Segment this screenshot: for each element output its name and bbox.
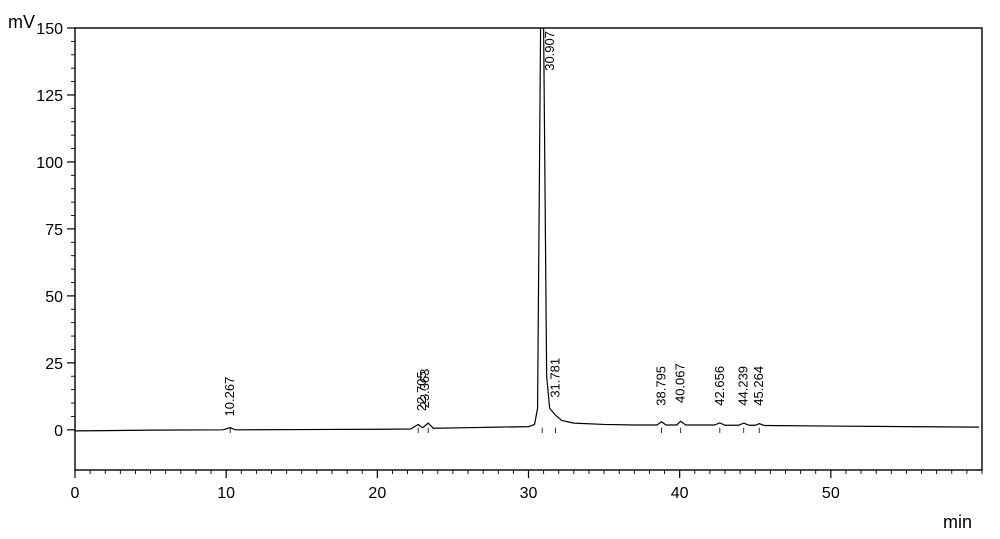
svg-text:40.067: 40.067 [673,363,688,403]
svg-text:0: 0 [71,485,80,502]
svg-text:45.264: 45.264 [751,366,766,406]
svg-text:20: 20 [368,485,386,502]
svg-text:31.781: 31.781 [547,358,562,398]
svg-text:10.267: 10.267 [222,377,237,417]
svg-text:25: 25 [45,356,63,373]
chart-svg: 01020304050025507510012515010.26722.7052… [0,0,1000,539]
svg-text:42.656: 42.656 [712,366,727,406]
svg-text:125: 125 [36,88,63,105]
svg-text:23.363: 23.363 [417,369,432,409]
svg-text:150: 150 [36,21,63,38]
chromatogram-chart: mV min 01020304050025507510012515010.267… [0,0,1000,539]
svg-text:50: 50 [822,485,840,502]
svg-text:38.795: 38.795 [653,366,668,406]
svg-text:30: 30 [520,485,538,502]
svg-text:40: 40 [671,485,689,502]
svg-text:44.239: 44.239 [736,366,751,406]
svg-text:100: 100 [36,155,63,172]
svg-text:50: 50 [45,289,63,306]
svg-text:0: 0 [54,423,63,440]
svg-text:10: 10 [217,485,235,502]
svg-text:75: 75 [45,222,63,239]
svg-text:30.907: 30.907 [542,31,557,71]
